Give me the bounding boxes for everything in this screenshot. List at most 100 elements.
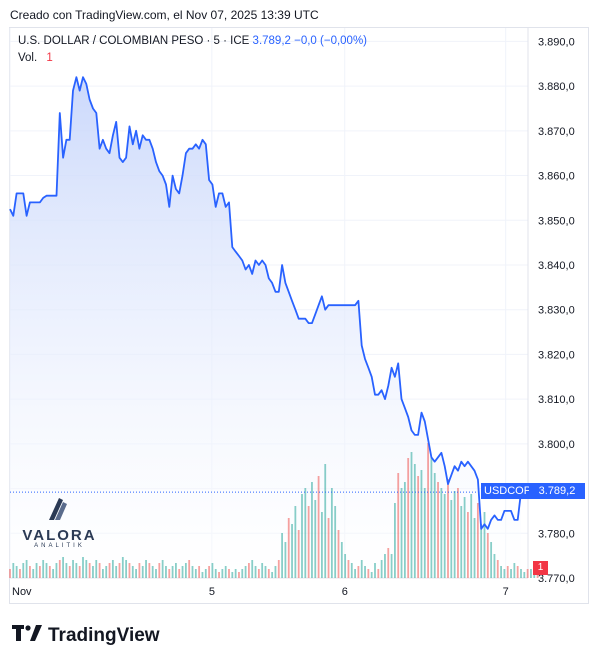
volume-bar [178,569,181,578]
volume-bar [92,566,94,578]
volume-bar [168,569,171,578]
volume-bar [480,524,483,578]
volume-bar [457,488,459,578]
volume-bar [307,506,310,578]
tradingview-logo[interactable]: TradingView [12,624,160,647]
volume-bar [208,566,210,578]
volume-bar [390,554,393,578]
volume-bar [261,563,264,578]
y-tick-label: 3.850,0 [538,215,575,227]
valora-name: VALORA [22,527,97,544]
y-tick-label: 3.860,0 [538,171,575,183]
volume-bar [400,488,403,578]
volume-bar [221,569,224,578]
volume-bar [241,569,244,578]
volume-bar [453,491,456,578]
volume-bar [463,497,466,578]
ticker-tag: USDCOP [481,483,535,499]
volume-bar [493,554,496,578]
volume-bar [38,566,41,578]
volume-tag: 1 [533,561,548,575]
volume-bar [204,569,207,578]
volume-bar [201,572,204,578]
tradingview-brand: TradingView [48,624,160,646]
volume-bar [533,572,536,578]
volume-bar [467,512,469,578]
volume-bar [108,563,111,578]
volume-bar [214,569,217,578]
y-tick-label: 3.840,0 [538,260,575,272]
y-tick-label: 3.780,0 [538,528,575,540]
volume-bar [125,560,128,578]
volume-bar [330,488,333,578]
volume-bar [324,464,327,578]
volume-bar [238,572,240,578]
volume-bar [188,560,191,578]
volume-bar [181,566,184,578]
volume-bar [29,566,31,578]
volume-bar [135,569,137,578]
volume-bar [274,566,277,578]
y-tick-label: 3.870,0 [538,126,575,138]
volume-bar [165,566,167,578]
volume-bar [443,494,446,578]
volume-bar [15,566,18,578]
volume-bar [344,554,347,578]
volume-bar [473,518,476,578]
volume-bar [48,566,51,578]
volume-bar [85,560,88,578]
volume-bar [311,482,313,578]
volume-bar [42,560,45,578]
volume-bar [251,560,254,578]
volume-bar [350,563,353,578]
volume-bar [420,470,423,578]
current-price-tag: 3.789,2 [529,483,585,499]
volume-bar [102,569,104,578]
volume-bar [95,560,98,578]
volume-bar [138,563,141,578]
volume-bar [423,488,426,578]
valora-subtitle: ANALITIK [34,543,85,549]
volume-bar [155,569,157,578]
volume-bar [384,554,386,578]
volume-bar [413,464,416,578]
volume-bar [291,524,293,578]
symbol-name: U.S. DOLLAR / COLOMBIAN PESO · 5 · ICE [18,35,250,47]
volume-bar [228,569,230,578]
volume-bar [271,572,274,578]
volume-bar [264,566,267,578]
volume-bar [151,566,154,578]
volume-bar [380,560,383,578]
volume-bar [277,560,280,578]
volume-bar [58,560,61,578]
volume-bar [374,563,376,578]
volume-bar [370,572,373,578]
volume-bar [397,473,400,578]
volume-bar [184,563,187,578]
x-tick-label: Nov [12,586,32,598]
volume-bar [234,569,237,578]
volume-bar [171,566,174,578]
volume-bar [354,569,356,578]
volume-bar [98,563,101,578]
volume-bar [25,560,28,578]
volume-bar [145,560,147,578]
volume-bar [12,563,15,578]
volume-bar [523,572,526,578]
volume-bar [526,569,529,578]
volume-bar [68,566,71,578]
y-tick-label: 3.880,0 [538,81,575,93]
volume-bar [257,569,260,578]
volume-bar [161,560,164,578]
volume-bar [340,542,343,578]
volume-bar [52,569,55,578]
volume-bar [470,494,473,578]
volume-bar [224,566,227,578]
last-price: 3.789,2 [252,35,291,47]
volume-bar [317,476,320,578]
volume-bar [35,563,38,578]
volume-bar [198,566,201,578]
volume-bar [367,569,370,578]
chart-creation-caption: Creado con TradingView.com, el Nov 07, 2… [10,8,319,22]
